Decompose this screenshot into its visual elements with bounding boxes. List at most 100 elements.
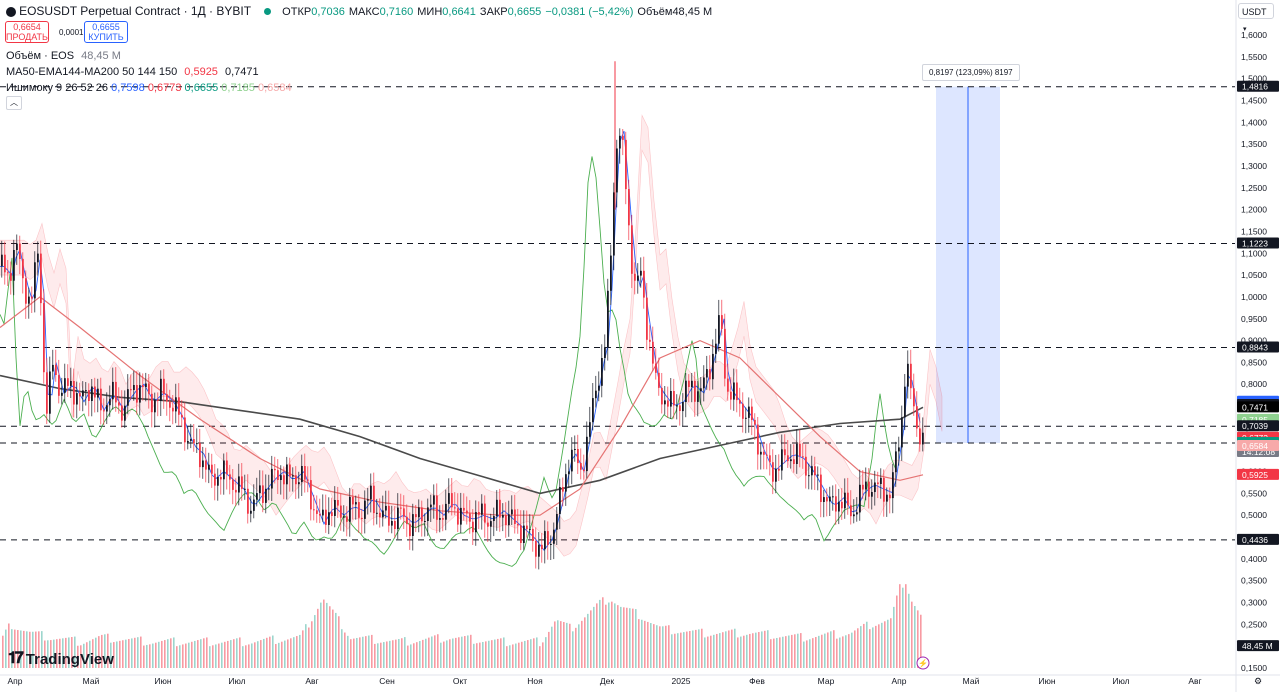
volume-bar <box>71 637 73 668</box>
candle-body <box>451 493 453 508</box>
candle-body <box>172 407 174 412</box>
candle-body <box>445 503 447 520</box>
candle-body <box>40 253 42 304</box>
candle-body <box>529 528 531 530</box>
volume-bar <box>293 637 295 668</box>
time-tick-label: Апр <box>8 676 23 686</box>
volume-bar <box>617 605 619 668</box>
candle-body <box>607 290 609 348</box>
volume-bar <box>608 602 610 668</box>
candle-body <box>715 343 717 354</box>
volume-legend[interactable]: Объём · EOS 48,45 M <box>6 50 121 62</box>
volume-bar <box>743 635 745 668</box>
candle-body <box>670 391 672 407</box>
volume-value: 48,45 M <box>81 50 121 62</box>
candle-body <box>103 410 105 412</box>
candle-body <box>733 382 735 400</box>
volume-bar <box>725 631 727 668</box>
volume-bar <box>734 628 736 668</box>
ma-legend[interactable]: MA50-EMA144-MA200 50 144 150 0,5925 0,74… <box>6 66 259 78</box>
volume-bar <box>749 633 751 668</box>
candle-body <box>442 518 444 520</box>
candle-body <box>199 443 201 468</box>
collapse-legend-button[interactable]: ︿ <box>6 96 22 110</box>
volume-bar <box>443 641 445 668</box>
candle-body <box>646 297 648 340</box>
candle-body <box>493 516 495 521</box>
ichimoku-value-4: 0,7185 <box>221 82 255 94</box>
volume-bar <box>536 637 538 668</box>
tradingview-logo[interactable]: 𝟏𝟕 TradingView <box>8 650 114 668</box>
volume-bar <box>356 637 358 668</box>
price-tick-label: 0,5000 <box>1241 510 1267 520</box>
candle-body <box>109 399 111 406</box>
time-tick-label: Апр <box>892 676 907 686</box>
volume-bar <box>911 601 913 668</box>
volume-bar <box>248 644 250 668</box>
candle-body <box>898 447 900 452</box>
gear-icon[interactable]: ⚙ <box>1254 676 1262 686</box>
candle-body <box>181 414 183 418</box>
ohlc-value: −0,0381 (−5,42%) <box>545 6 634 18</box>
price-tick-label: 0,8000 <box>1241 379 1267 389</box>
candle-body <box>220 477 222 480</box>
volume-bar <box>656 625 658 668</box>
volume-bar <box>524 640 526 668</box>
symbol-title[interactable]: EOSUSDT Perpetual Contract · 1Д · BYBIT <box>19 4 252 18</box>
volume-bar <box>416 642 418 668</box>
volume-bar <box>752 633 754 668</box>
candle-body <box>232 479 234 490</box>
volume-bar <box>308 627 310 668</box>
volume-bar <box>539 646 541 668</box>
candle-body <box>871 492 873 497</box>
ichimoku-legend[interactable]: Ишимоку 9 26 52 26 0,7598 0,6773 0,6655 … <box>6 82 292 94</box>
volume-bar <box>194 640 196 668</box>
sell-button[interactable]: 0,6654 ПРОДАТЬ <box>5 21 49 43</box>
candle-body <box>304 466 306 480</box>
volume-bar <box>314 615 316 668</box>
volume-bar <box>611 601 613 668</box>
volume-bar <box>821 634 823 668</box>
volume-bar <box>44 640 46 668</box>
volume-bar <box>281 641 283 668</box>
volume-bar <box>590 610 592 668</box>
volume-bar <box>77 645 79 668</box>
candle-body <box>481 503 483 515</box>
candle-body <box>595 390 597 399</box>
candle-body <box>22 258 24 279</box>
volume-bar <box>251 643 253 668</box>
candle-body <box>145 383 147 387</box>
candle-body <box>868 481 870 497</box>
volume-bar <box>371 634 373 668</box>
candle-body <box>778 468 780 471</box>
volume-bar <box>257 641 259 668</box>
volume-bar <box>92 639 94 668</box>
candle-body <box>31 296 33 299</box>
candle-body <box>364 500 366 519</box>
currency-selector[interactable]: USDT ▾ <box>1238 3 1274 33</box>
buy-button[interactable]: 0,6655 КУПИТЬ <box>84 21 128 43</box>
price-badge <box>1237 80 1279 92</box>
volume-bar <box>491 640 493 668</box>
volume-bar <box>8 623 10 668</box>
time-tick-label: Июн <box>154 676 171 686</box>
price-badge <box>1237 420 1279 432</box>
candle-body <box>394 521 396 529</box>
volume-bar <box>56 639 58 668</box>
candle-body <box>379 512 381 518</box>
candle-body <box>826 497 828 502</box>
candle-body <box>523 525 525 543</box>
volume-bar <box>386 641 388 668</box>
volume-bar <box>920 614 922 668</box>
price-badge-label: 0,7039 <box>1242 421 1268 431</box>
volume-bar <box>629 608 631 668</box>
volume-bar <box>329 606 331 668</box>
volume-bar <box>815 637 817 668</box>
candle-body <box>538 544 540 557</box>
volume-bar <box>185 643 187 668</box>
volume-bar <box>284 640 286 668</box>
volume-bar <box>899 584 901 668</box>
ohlc-value: 0,6641 <box>442 6 476 18</box>
volume-bar <box>650 623 652 668</box>
